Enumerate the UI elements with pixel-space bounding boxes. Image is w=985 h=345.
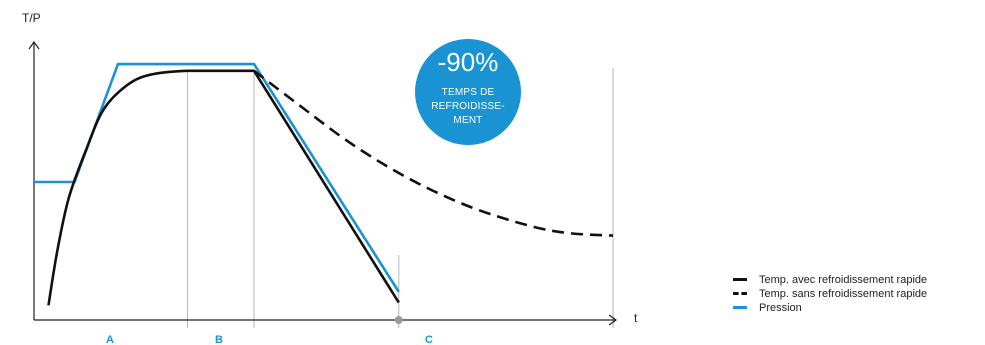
badge-caption-line-2: REFROIDISSE-: [431, 101, 505, 112]
reduction-badge: -90% TEMPS DE REFROIDISSE- MENT: [415, 39, 521, 145]
legend-swatch-dashed-black: [733, 292, 747, 295]
phase-label-a: A: [106, 334, 114, 345]
badge-value: -90%: [438, 47, 499, 77]
legend-swatch-blue: [733, 306, 747, 309]
series-line-pressure: [34, 62, 400, 293]
legend-label: Pression: [759, 301, 802, 314]
badge-caption-line-3: MENT: [453, 115, 482, 126]
y-axis-label: T/P: [22, 11, 41, 25]
axes: [28, 40, 618, 326]
series-layer: [34, 62, 614, 306]
phase-label-c: C: [425, 334, 433, 345]
legend-item: Temp. avec refroidissement rapide: [733, 273, 983, 286]
legend-item: Temp. sans refroidissement rapide: [733, 287, 983, 300]
legend-label: Temp. sans refroidissement rapide: [759, 287, 928, 300]
x-axis-label: t: [634, 311, 638, 325]
legend-item: Pression: [733, 301, 983, 314]
legend-label: Temp. avec refroidissement rapide: [759, 273, 928, 286]
y-axis-arrow-icon: [28, 40, 40, 50]
phase-label-b: B: [215, 334, 223, 345]
badge-caption-line-1: TEMPS DE: [442, 87, 495, 98]
legend-swatch-solid-black: [733, 278, 747, 281]
phase-marker-dot: [394, 316, 403, 324]
badge-circle: [415, 39, 521, 145]
legend: Temp. avec refroidissement rapide Temp. …: [733, 273, 983, 315]
series-line-temp-fast-cooling: [47, 69, 400, 306]
series-line-temp-no-fast-cooling: [253, 69, 614, 237]
x-axis-arrow-icon: [608, 314, 618, 326]
vertical-dividers: [186, 68, 614, 328]
